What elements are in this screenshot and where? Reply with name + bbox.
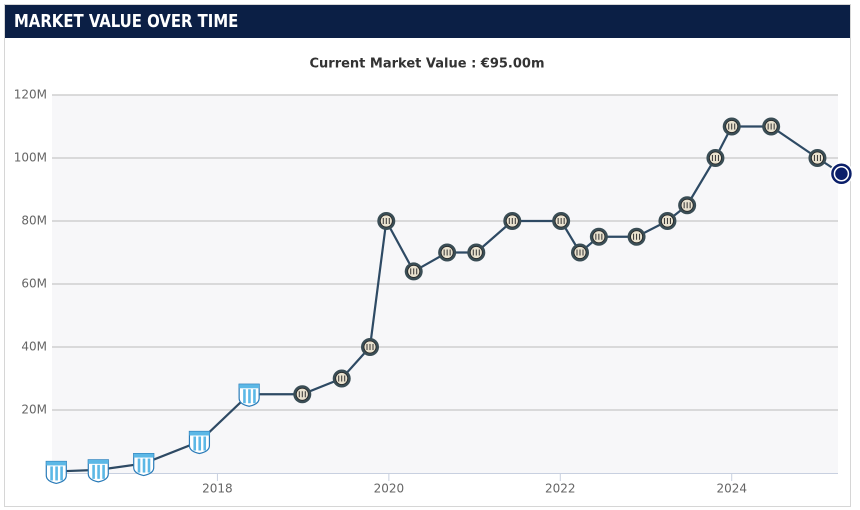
club-badge [829,162,854,186]
badge-mark [663,218,671,224]
value-point [45,460,67,485]
y-tick-label: 120M [14,88,47,102]
value-point [438,243,457,262]
badge-mark [576,249,584,256]
crest-band [239,384,260,389]
value-point [188,430,211,455]
badge-mark [711,155,719,161]
value-point [133,452,155,477]
crest-band [133,453,154,458]
badge-mark [382,218,390,224]
value-point [571,243,589,262]
badge-mark [410,268,418,275]
value-point [808,149,827,167]
crest-stripe [243,389,246,404]
badge-mark [298,391,306,398]
badge-mark [728,123,736,130]
value-point [552,212,571,230]
value-point [332,369,351,388]
value-point [404,262,423,281]
value-point [722,117,741,136]
header-bar [5,5,850,38]
y-tick-label: 100M [14,151,47,165]
value-point [678,196,697,215]
crest-stripe [142,458,146,473]
crest-stripe [92,464,95,479]
value-point [627,227,646,246]
value-point [293,385,312,404]
y-tick-label: 20M [21,403,47,417]
badge-mark [443,249,451,256]
x-tick-label: 2020 [374,482,405,496]
crest-band [46,461,67,466]
crest-stripe [50,466,53,481]
badge-mark [813,155,821,161]
value-point [829,162,854,186]
value-point [706,149,725,167]
crest-stripe [137,458,141,473]
badge-mark [338,375,346,382]
crest-stripe [203,436,207,451]
y-tick-label: 80M [21,214,47,228]
x-tick-label: 2024 [716,482,747,496]
x-tick-label: 2022 [545,482,576,496]
badge-mark [767,123,775,130]
value-point [238,383,260,407]
chart-title: MARKET VALUE OVER TIME [14,12,238,33]
value-point [589,227,608,246]
badge-ring [833,166,850,182]
x-tick-label: 2018 [202,482,233,496]
badge-mark [508,218,516,224]
chart-subtitle: Current Market Value : €95.00m [309,57,544,72]
value-point [503,212,522,230]
y-tick-label: 60M [21,277,47,291]
value-point [467,243,486,262]
badge-mark [557,218,565,224]
crest-stripe [198,436,202,451]
badge-mark [472,249,480,256]
value-point [361,338,379,356]
badge-mark [683,202,691,209]
crest-band [189,431,210,436]
value-point [377,212,396,230]
crest-band [88,459,109,464]
crest-stripe [97,464,100,479]
badge-mark [595,233,603,240]
crest-stripe [253,389,256,404]
crest-stripe [193,436,197,451]
badge-mark [366,344,374,350]
crest-stripe [147,458,151,473]
crest-stripe [248,389,251,404]
badge-mark [633,233,641,240]
value-point [658,212,677,230]
value-point [87,459,109,483]
value-point [762,117,781,136]
crest-stripe [102,464,105,479]
crest-stripe [60,466,63,481]
y-tick-label: 40M [21,340,47,354]
crest-stripe [55,466,58,481]
